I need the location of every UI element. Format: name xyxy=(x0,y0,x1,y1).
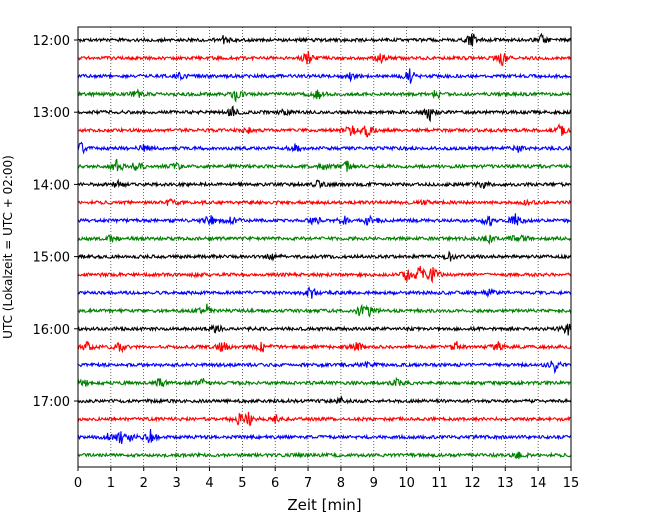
trace-line xyxy=(77,178,572,190)
x-axis: 0 1 2 3 4 5 6 7 8 9 10 11 12 13 14 15 xyxy=(74,467,579,491)
trace-line xyxy=(77,323,572,336)
y-tick-label: 15:00 xyxy=(33,251,70,266)
trace-line xyxy=(77,451,572,460)
y-tick-label: 13:00 xyxy=(33,106,70,121)
trace-line xyxy=(77,32,572,47)
y-tick-label: 16:00 xyxy=(33,323,70,338)
y-axis-label: UTC (Lokalzeit = UTC + 02:00) xyxy=(1,155,15,339)
trace-line xyxy=(77,395,572,405)
y-tick-label: 17:00 xyxy=(33,395,70,410)
seismic-traces xyxy=(77,32,572,460)
trace-line xyxy=(77,340,572,354)
x-tick-label: 9 xyxy=(370,476,378,491)
x-tick-label: 15 xyxy=(563,476,580,491)
trace-line xyxy=(77,105,572,123)
x-tick-label: 10 xyxy=(398,476,415,491)
trace-line xyxy=(77,122,572,138)
x-axis-label: Zeit [min] xyxy=(287,496,361,514)
x-tick-label: 0 xyxy=(74,476,82,491)
trace-line xyxy=(77,158,572,172)
trace-line xyxy=(77,68,572,84)
trace-line xyxy=(77,141,572,155)
x-tick-label: 13 xyxy=(497,476,514,491)
trace-line xyxy=(77,50,572,66)
y-axis: 12:00 13:00 14:00 15:00 16:00 17:00 xyxy=(33,34,78,410)
x-tick-label: 3 xyxy=(172,476,180,491)
trace-line xyxy=(77,286,572,299)
trace-line xyxy=(77,198,572,207)
x-tick-label: 5 xyxy=(238,476,246,491)
x-tick-label: 11 xyxy=(431,476,448,491)
grid-lines xyxy=(110,27,539,467)
trace-line xyxy=(77,250,572,262)
x-tick-label: 14 xyxy=(530,476,547,491)
trace-line xyxy=(77,428,572,445)
y-tick-label: 14:00 xyxy=(33,178,70,193)
trace-line xyxy=(77,360,572,375)
plot-frame xyxy=(77,26,572,468)
y-tick-label: 12:00 xyxy=(33,34,70,49)
trace-line xyxy=(77,376,572,387)
trace-line xyxy=(77,265,572,284)
trace-line xyxy=(77,234,572,246)
x-tick-label: 7 xyxy=(304,476,312,491)
x-tick-label: 6 xyxy=(271,476,279,491)
trace-line xyxy=(77,303,572,318)
trace-line xyxy=(77,411,572,427)
x-tick-label: 1 xyxy=(107,476,115,491)
trace-line xyxy=(77,88,572,103)
trace-line xyxy=(77,213,572,227)
x-tick-label: 4 xyxy=(205,476,213,491)
x-tick-label: 12 xyxy=(464,476,481,491)
x-tick-label: 2 xyxy=(140,476,148,491)
x-tick-label: 8 xyxy=(337,476,345,491)
